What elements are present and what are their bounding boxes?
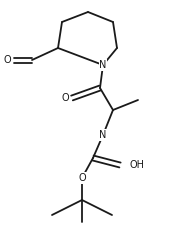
- Text: O: O: [61, 93, 69, 103]
- Text: N: N: [99, 130, 107, 140]
- Text: O: O: [78, 173, 86, 183]
- Text: N: N: [99, 60, 107, 70]
- Text: O: O: [3, 55, 11, 65]
- Text: OH: OH: [130, 160, 145, 170]
